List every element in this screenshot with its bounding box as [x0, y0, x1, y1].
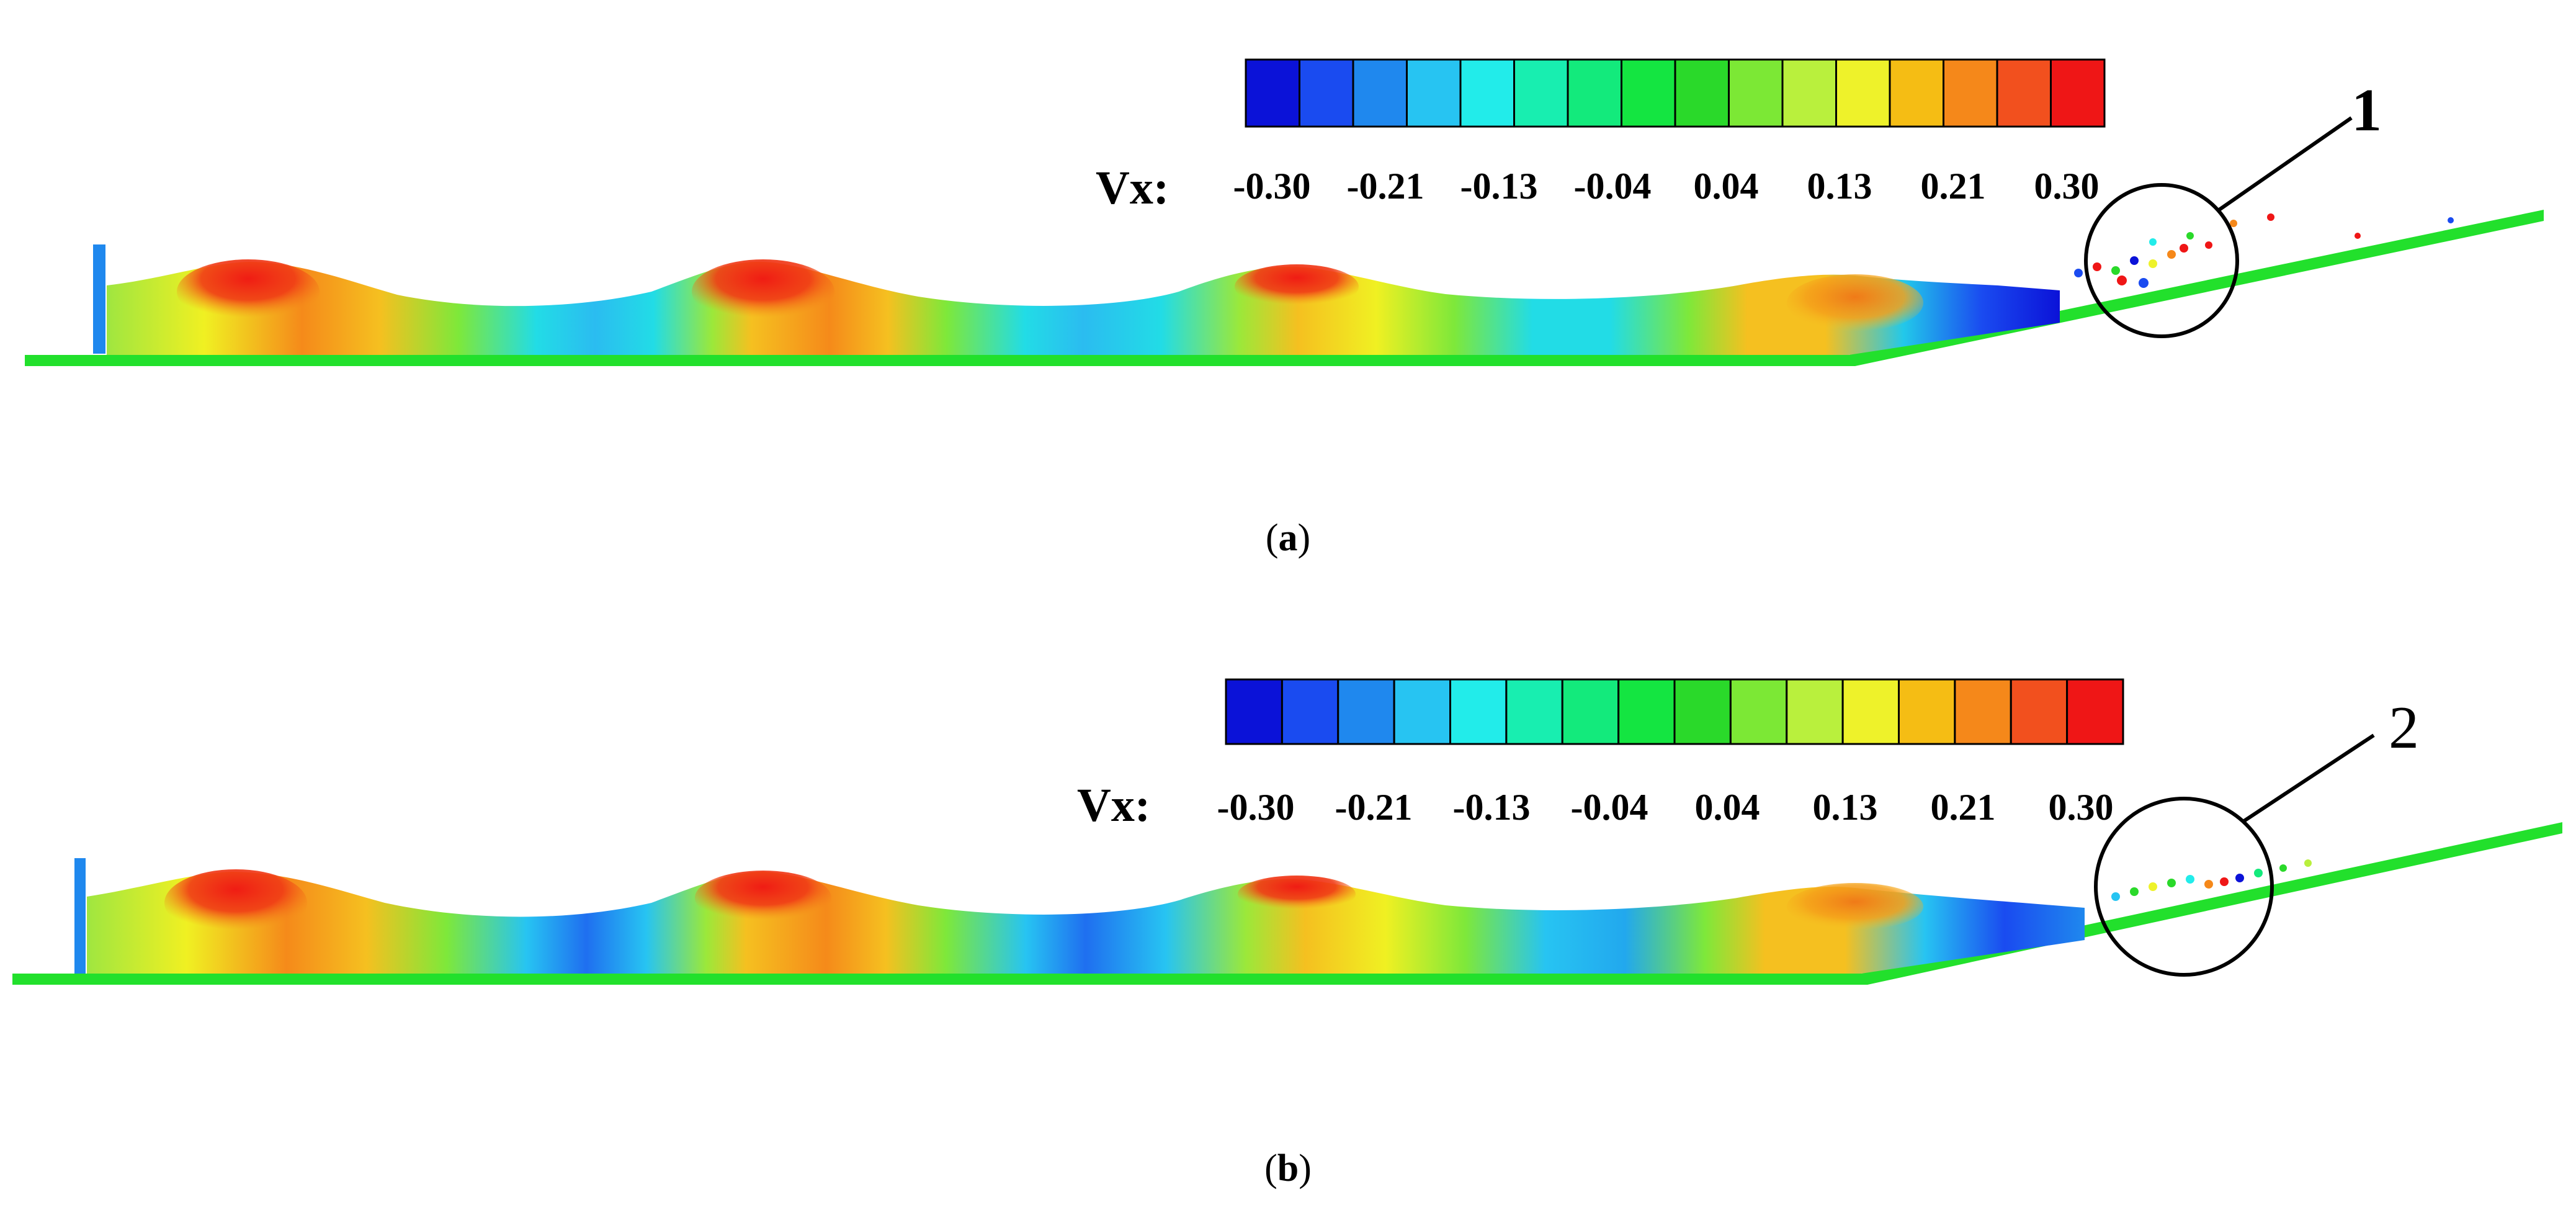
- panel-b-crest-2: [695, 871, 831, 925]
- panel-b-colorbar-cell: [2010, 678, 2068, 745]
- panel-b-colorbar-cell: [1337, 678, 1395, 745]
- panel-a-colorbar-cell: [1352, 58, 1408, 128]
- panel-a-crest-1: [177, 259, 320, 324]
- panel-b-crest-4: [1787, 883, 1923, 930]
- panel-b-colorbar: [1225, 678, 2124, 745]
- panel-b-colorbar-tick-label: -0.04: [1571, 787, 1648, 828]
- panel-b-callout-circle: [2094, 797, 2274, 977]
- panel-a-colorbar-cell: [1406, 58, 1462, 128]
- panel-b-colorbar-tick-label: -0.13: [1453, 787, 1531, 828]
- panel-b-colorbar-cell: [1841, 678, 1900, 745]
- panel-a-callout-label: 1: [2351, 77, 2382, 144]
- panel-a-caption-letter: a: [1278, 517, 1298, 559]
- panel-a-colorbar-cell: [1513, 58, 1569, 128]
- panel-a-colorbar-cell: [1621, 58, 1676, 128]
- panel-b-colorbar-cell: [1505, 678, 1563, 745]
- panel-b-colorbar-cell: [1393, 678, 1452, 745]
- panel-a-colorbar-cell: [1567, 58, 1622, 128]
- panel-b-callout-leader: [2241, 733, 2375, 824]
- panel-a-colorbar-tick-label: -0.04: [1574, 166, 1652, 207]
- panel-a-colorbar-cell: [1835, 58, 1891, 128]
- panel-a-colorbar-tick-label: -0.13: [1460, 166, 1538, 207]
- panel-b-tank-floor: [12, 974, 1867, 985]
- panel-b-colorbar-cell: [1954, 678, 2012, 745]
- panel-b-colorbar-cell: [1449, 678, 1508, 745]
- panel-a-crest-2: [692, 259, 834, 324]
- panel-b-colorbar-cell: [1898, 678, 1956, 745]
- panel-a-colorbar-tick-label: 0.13: [1807, 166, 1872, 207]
- panel-a-colorbar-tick-label: 0.04: [1694, 166, 1759, 207]
- panel-b-crest-3: [1238, 876, 1356, 913]
- panel-b-fluid-body: [87, 872, 2085, 974]
- panel-b-colorbar-cell: [1561, 678, 1620, 745]
- panel-a-colorbar-tick-label: 0.30: [2034, 166, 2100, 207]
- panel-a-colorbar-cell: [1943, 58, 1998, 128]
- panel-a-caption: (a): [1265, 517, 1311, 559]
- panel-b-figure: Vx: -0.30 -0.21 -0.13 -0.04 0.04 0.13 0.21 0.30…: [12, 678, 2562, 985]
- panel-b-caption-letter: b: [1277, 1147, 1299, 1189]
- panel-b-vx-label: Vx:: [1077, 779, 1150, 831]
- panel-a-runup-particles: [2074, 213, 2454, 288]
- panel-a-colorbar-tick-label: -0.21: [1347, 166, 1424, 207]
- panel-b-colorbar-cell: [1617, 678, 1676, 745]
- panel-b-colorbar-tick-label: -0.30: [1217, 787, 1295, 828]
- panel-b-colorbar-tick-label: 0.30: [2049, 787, 2114, 828]
- panel-a-colorbar-cell: [1459, 58, 1515, 128]
- panel-a-colorbar-ticks: -0.30 -0.21 -0.13 -0.04 0.04 0.13 0.21 0.30: [1233, 166, 2100, 207]
- panel-a-colorbar-cell: [1245, 58, 1300, 128]
- panel-a-colorbar-cell: [1889, 58, 1944, 128]
- panel-b-colorbar-tick-label: 0.21: [1931, 787, 1996, 828]
- panel-a-colorbar-tick-label: 0.21: [1921, 166, 1986, 207]
- panel-a-colorbar-cell: [1299, 58, 1354, 128]
- panel-a-fluid-body: [107, 261, 2060, 355]
- panel-b-colorbar-ticks: -0.30 -0.21 -0.13 -0.04 0.04 0.13 0.21 0.30: [1217, 787, 2114, 828]
- panel-b-colorbar-cell: [1729, 678, 1788, 745]
- panel-a-colorbar-cell: [1674, 58, 1730, 128]
- panel-b-crest-1: [164, 869, 307, 936]
- panel-b-colorbar-cell: [1786, 678, 1844, 745]
- panel-b-runup-particles: [2111, 859, 2312, 901]
- panel-a-colorbar-cell: [1781, 58, 1837, 128]
- panel-a-colorbar-cell: [1728, 58, 1784, 128]
- panel-b-caption: (b): [1264, 1147, 1312, 1189]
- panel-b-colorbar-cell: [1225, 678, 1283, 745]
- panel-b-colorbar-cell: [1281, 678, 1339, 745]
- panel-a-crest-4: [1787, 274, 1923, 331]
- panel-a-colorbar-cell: [1996, 58, 2052, 128]
- panel-a-colorbar: [1245, 58, 2106, 128]
- panel-b-colorbar-tick-label: 0.04: [1695, 787, 1760, 828]
- panel-b-wave-paddle: [74, 858, 86, 974]
- panel-a-figure: Vx: -0.30 -0.21 -0.13 -0.04 0.04 0.13 0.21 0.30…: [25, 58, 2544, 366]
- panel-b-colorbar-cell: [1673, 678, 1732, 745]
- panel-a-wave-paddle: [93, 244, 105, 354]
- panel-b-callout-label: 2: [2389, 694, 2419, 761]
- panel-a-crest-3: [1235, 264, 1359, 309]
- panel-a-colorbar-tick-label: -0.30: [1233, 166, 1311, 207]
- panel-a-tank-floor: [25, 355, 1855, 366]
- panel-a-callout-circle: [2084, 183, 2239, 338]
- panel-a-callout-leader: [2216, 116, 2353, 213]
- panel-b-colorbar-tick-label: 0.13: [1813, 787, 1878, 828]
- panel-b-colorbar-tick-label: -0.21: [1335, 787, 1413, 828]
- panel-a-vx-label: Vx:: [1096, 162, 1169, 214]
- panel-a-colorbar-cell: [2050, 58, 2106, 128]
- panel-b-colorbar-cell: [2066, 678, 2124, 745]
